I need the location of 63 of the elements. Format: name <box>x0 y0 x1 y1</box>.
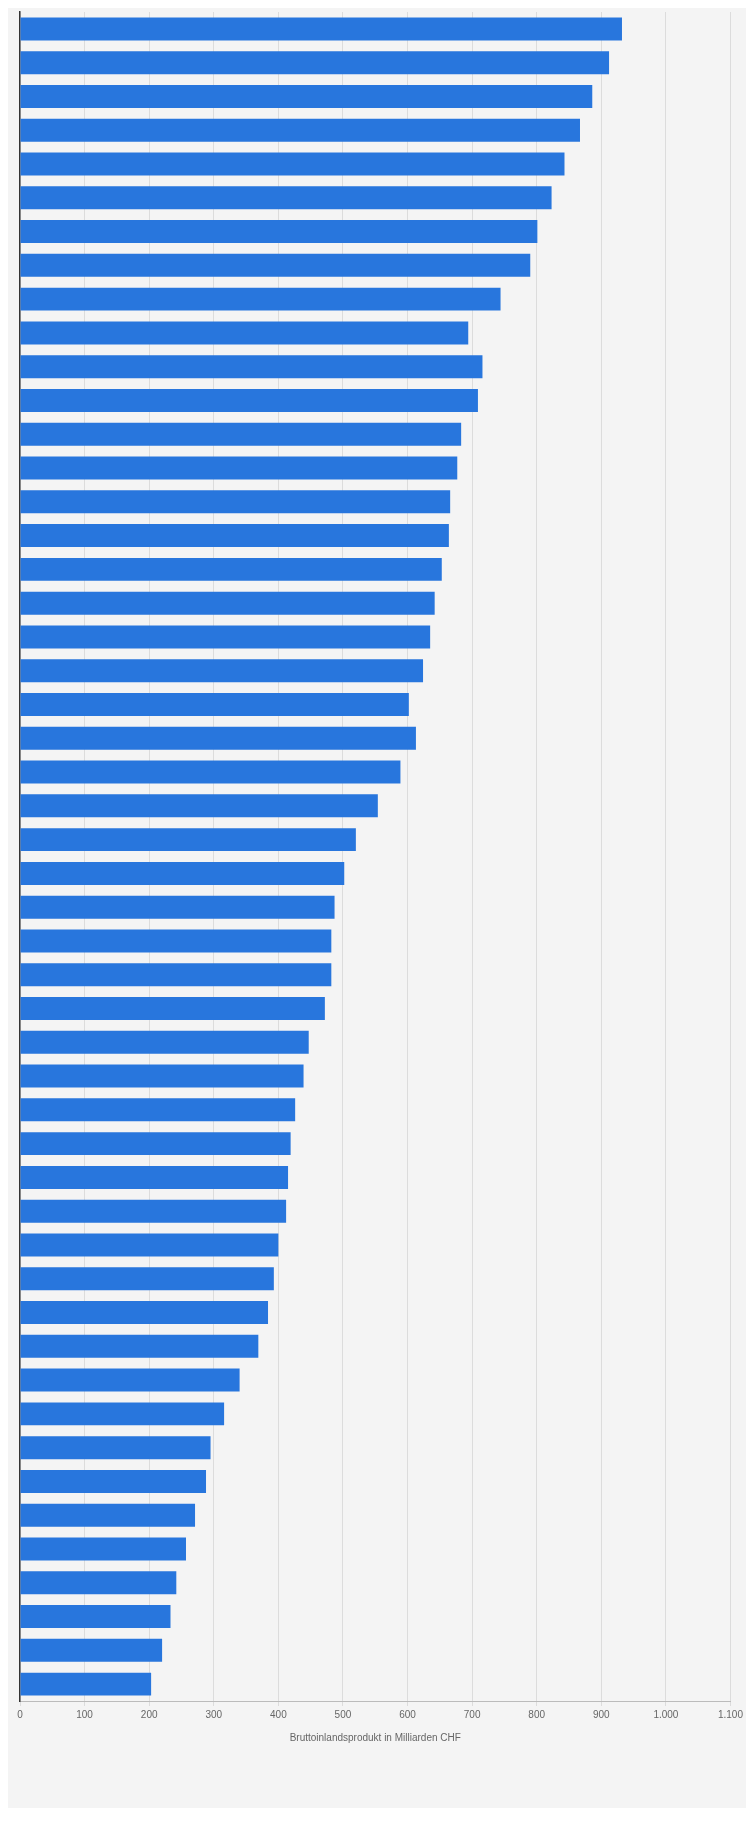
bar <box>20 388 478 412</box>
x-tick-label: 200 <box>140 1708 158 1720</box>
bar <box>20 929 332 953</box>
bar <box>20 355 483 379</box>
bar <box>20 1267 274 1291</box>
bar <box>20 693 409 716</box>
x-tick-label: 600 <box>399 1708 417 1720</box>
bar <box>20 591 435 615</box>
bar <box>20 895 335 919</box>
bar <box>20 490 451 514</box>
bar <box>20 1368 240 1392</box>
x-axis-title: Bruttoinlandsprodukt in Milliarden CHF <box>289 1731 461 1743</box>
bar <box>20 659 424 683</box>
bar <box>20 963 332 987</box>
bar <box>20 861 345 885</box>
bar <box>20 1638 163 1662</box>
bar <box>20 1233 279 1257</box>
bar <box>20 1030 309 1054</box>
bar <box>20 220 538 244</box>
bar <box>20 17 622 41</box>
bar <box>20 1571 177 1595</box>
bar <box>20 1672 152 1696</box>
bar <box>20 1165 289 1189</box>
bar <box>20 1469 207 1493</box>
x-tick-label: 500 <box>334 1708 352 1720</box>
bar <box>20 422 462 446</box>
bar <box>20 186 552 210</box>
bar <box>20 456 458 480</box>
bar <box>20 726 416 750</box>
bar <box>20 760 401 784</box>
bar <box>20 253 531 277</box>
bar <box>20 1537 186 1561</box>
bar <box>20 1132 291 1156</box>
bar <box>20 794 378 818</box>
bar <box>20 524 449 548</box>
bar <box>20 287 501 311</box>
x-tick-label: 800 <box>528 1708 546 1720</box>
bar <box>20 152 565 176</box>
bar <box>20 1436 211 1460</box>
x-tick-label: 100 <box>76 1708 94 1720</box>
x-tick-label: 0 <box>17 1708 24 1720</box>
bar <box>20 828 356 852</box>
x-tick-label: 300 <box>205 1708 223 1720</box>
bar <box>20 118 580 142</box>
bar <box>20 51 610 75</box>
bar <box>20 1605 171 1629</box>
bar <box>20 321 469 345</box>
x-tick-label: 1.100 <box>717 1708 744 1720</box>
bar <box>20 1334 259 1358</box>
bar <box>20 557 442 581</box>
x-tick-label: 400 <box>270 1708 288 1720</box>
bar <box>20 1503 196 1527</box>
bar <box>20 1402 225 1426</box>
x-tick-label: 900 <box>592 1708 611 1720</box>
bar <box>20 1064 304 1088</box>
x-tick-label: 700 <box>463 1708 481 1720</box>
bar <box>20 1199 287 1223</box>
bar <box>20 1301 269 1325</box>
bar <box>20 997 325 1020</box>
bar <box>20 1098 296 1122</box>
bar <box>20 625 431 649</box>
bar <box>20 84 593 108</box>
x-tick-label: 1.000 <box>653 1708 679 1720</box>
